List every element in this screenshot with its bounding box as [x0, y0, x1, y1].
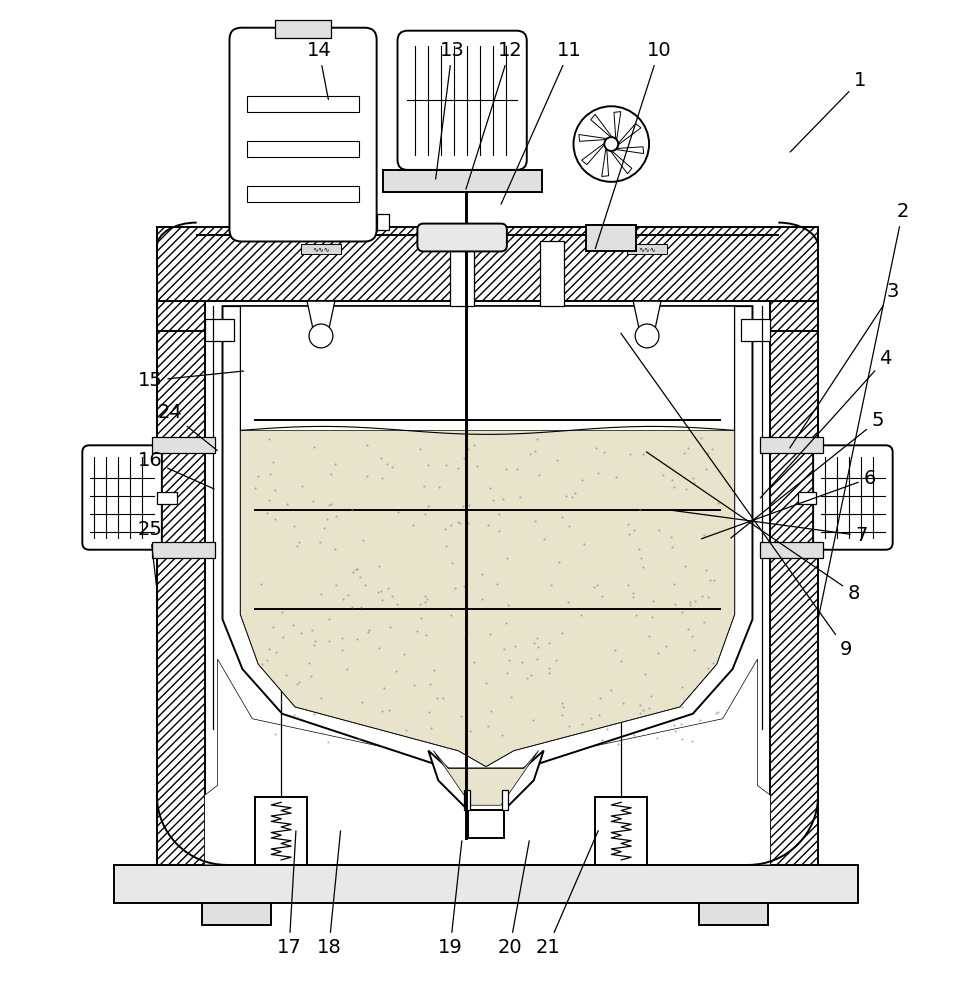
Polygon shape	[617, 147, 644, 154]
Bar	[152, 437, 215, 453]
FancyBboxPatch shape	[83, 445, 162, 550]
Bar	[450, 241, 474, 306]
Bar	[377, 214, 388, 230]
Bar	[699, 903, 769, 925]
Text: 7: 7	[671, 510, 868, 545]
Bar	[114, 865, 858, 903]
Text: 24: 24	[158, 403, 217, 451]
Circle shape	[604, 137, 618, 151]
Text: ∿∿∿: ∿∿∿	[638, 246, 656, 252]
Bar	[798, 492, 816, 504]
Polygon shape	[307, 301, 335, 329]
Bar	[468, 810, 504, 838]
Text: 5: 5	[731, 411, 884, 538]
Bar	[247, 141, 359, 157]
Bar	[740, 319, 771, 341]
Text: 21: 21	[535, 831, 598, 957]
Polygon shape	[633, 301, 661, 329]
Polygon shape	[619, 124, 641, 144]
Bar	[275, 20, 331, 38]
FancyBboxPatch shape	[398, 31, 526, 170]
Text: 18: 18	[316, 831, 342, 957]
Text: 12: 12	[466, 41, 523, 189]
Text: 9: 9	[621, 333, 852, 659]
Bar	[247, 186, 359, 202]
Bar	[255, 797, 307, 865]
Text: 2: 2	[818, 202, 909, 617]
Text: 11: 11	[501, 41, 582, 204]
FancyBboxPatch shape	[230, 28, 377, 241]
Text: 10: 10	[595, 41, 671, 249]
Text: 20: 20	[497, 841, 529, 957]
Polygon shape	[204, 659, 771, 865]
Polygon shape	[157, 301, 204, 865]
Bar	[628, 244, 667, 254]
Bar	[464, 790, 470, 810]
Bar	[152, 542, 215, 558]
Bar	[247, 96, 359, 112]
FancyBboxPatch shape	[813, 445, 892, 550]
Text: 3: 3	[790, 282, 899, 448]
Bar	[587, 225, 636, 251]
Bar	[201, 903, 271, 925]
FancyBboxPatch shape	[417, 224, 507, 251]
Text: 17: 17	[276, 831, 302, 957]
Text: 25: 25	[137, 520, 162, 587]
Bar	[502, 790, 508, 810]
Text: ∿∿∿: ∿∿∿	[312, 246, 330, 252]
Polygon shape	[582, 144, 603, 165]
Text: 16: 16	[137, 451, 214, 489]
Bar	[157, 492, 177, 504]
Bar	[540, 241, 563, 306]
Circle shape	[573, 106, 649, 182]
Text: 1: 1	[790, 71, 866, 152]
Circle shape	[309, 324, 333, 348]
Text: 6: 6	[702, 469, 876, 539]
Bar	[382, 170, 542, 192]
Circle shape	[635, 324, 659, 348]
Polygon shape	[614, 112, 621, 138]
Text: 4: 4	[760, 349, 892, 498]
Polygon shape	[223, 306, 752, 788]
Polygon shape	[579, 135, 605, 141]
Polygon shape	[601, 150, 608, 176]
Text: 8: 8	[646, 452, 860, 603]
Bar	[761, 437, 823, 453]
Bar	[592, 225, 631, 246]
Polygon shape	[240, 430, 735, 766]
Polygon shape	[771, 301, 818, 865]
Text: 14: 14	[306, 41, 332, 100]
Text: 19: 19	[438, 841, 462, 957]
Polygon shape	[611, 152, 631, 174]
Polygon shape	[428, 751, 544, 810]
Polygon shape	[591, 114, 611, 136]
Polygon shape	[157, 227, 818, 301]
Bar	[204, 319, 234, 341]
Polygon shape	[433, 751, 539, 805]
Polygon shape	[240, 306, 735, 766]
Polygon shape	[157, 246, 818, 301]
Bar	[595, 797, 647, 865]
Bar	[761, 542, 823, 558]
Text: 15: 15	[137, 371, 243, 390]
Text: 13: 13	[436, 41, 464, 179]
Bar	[301, 244, 341, 254]
